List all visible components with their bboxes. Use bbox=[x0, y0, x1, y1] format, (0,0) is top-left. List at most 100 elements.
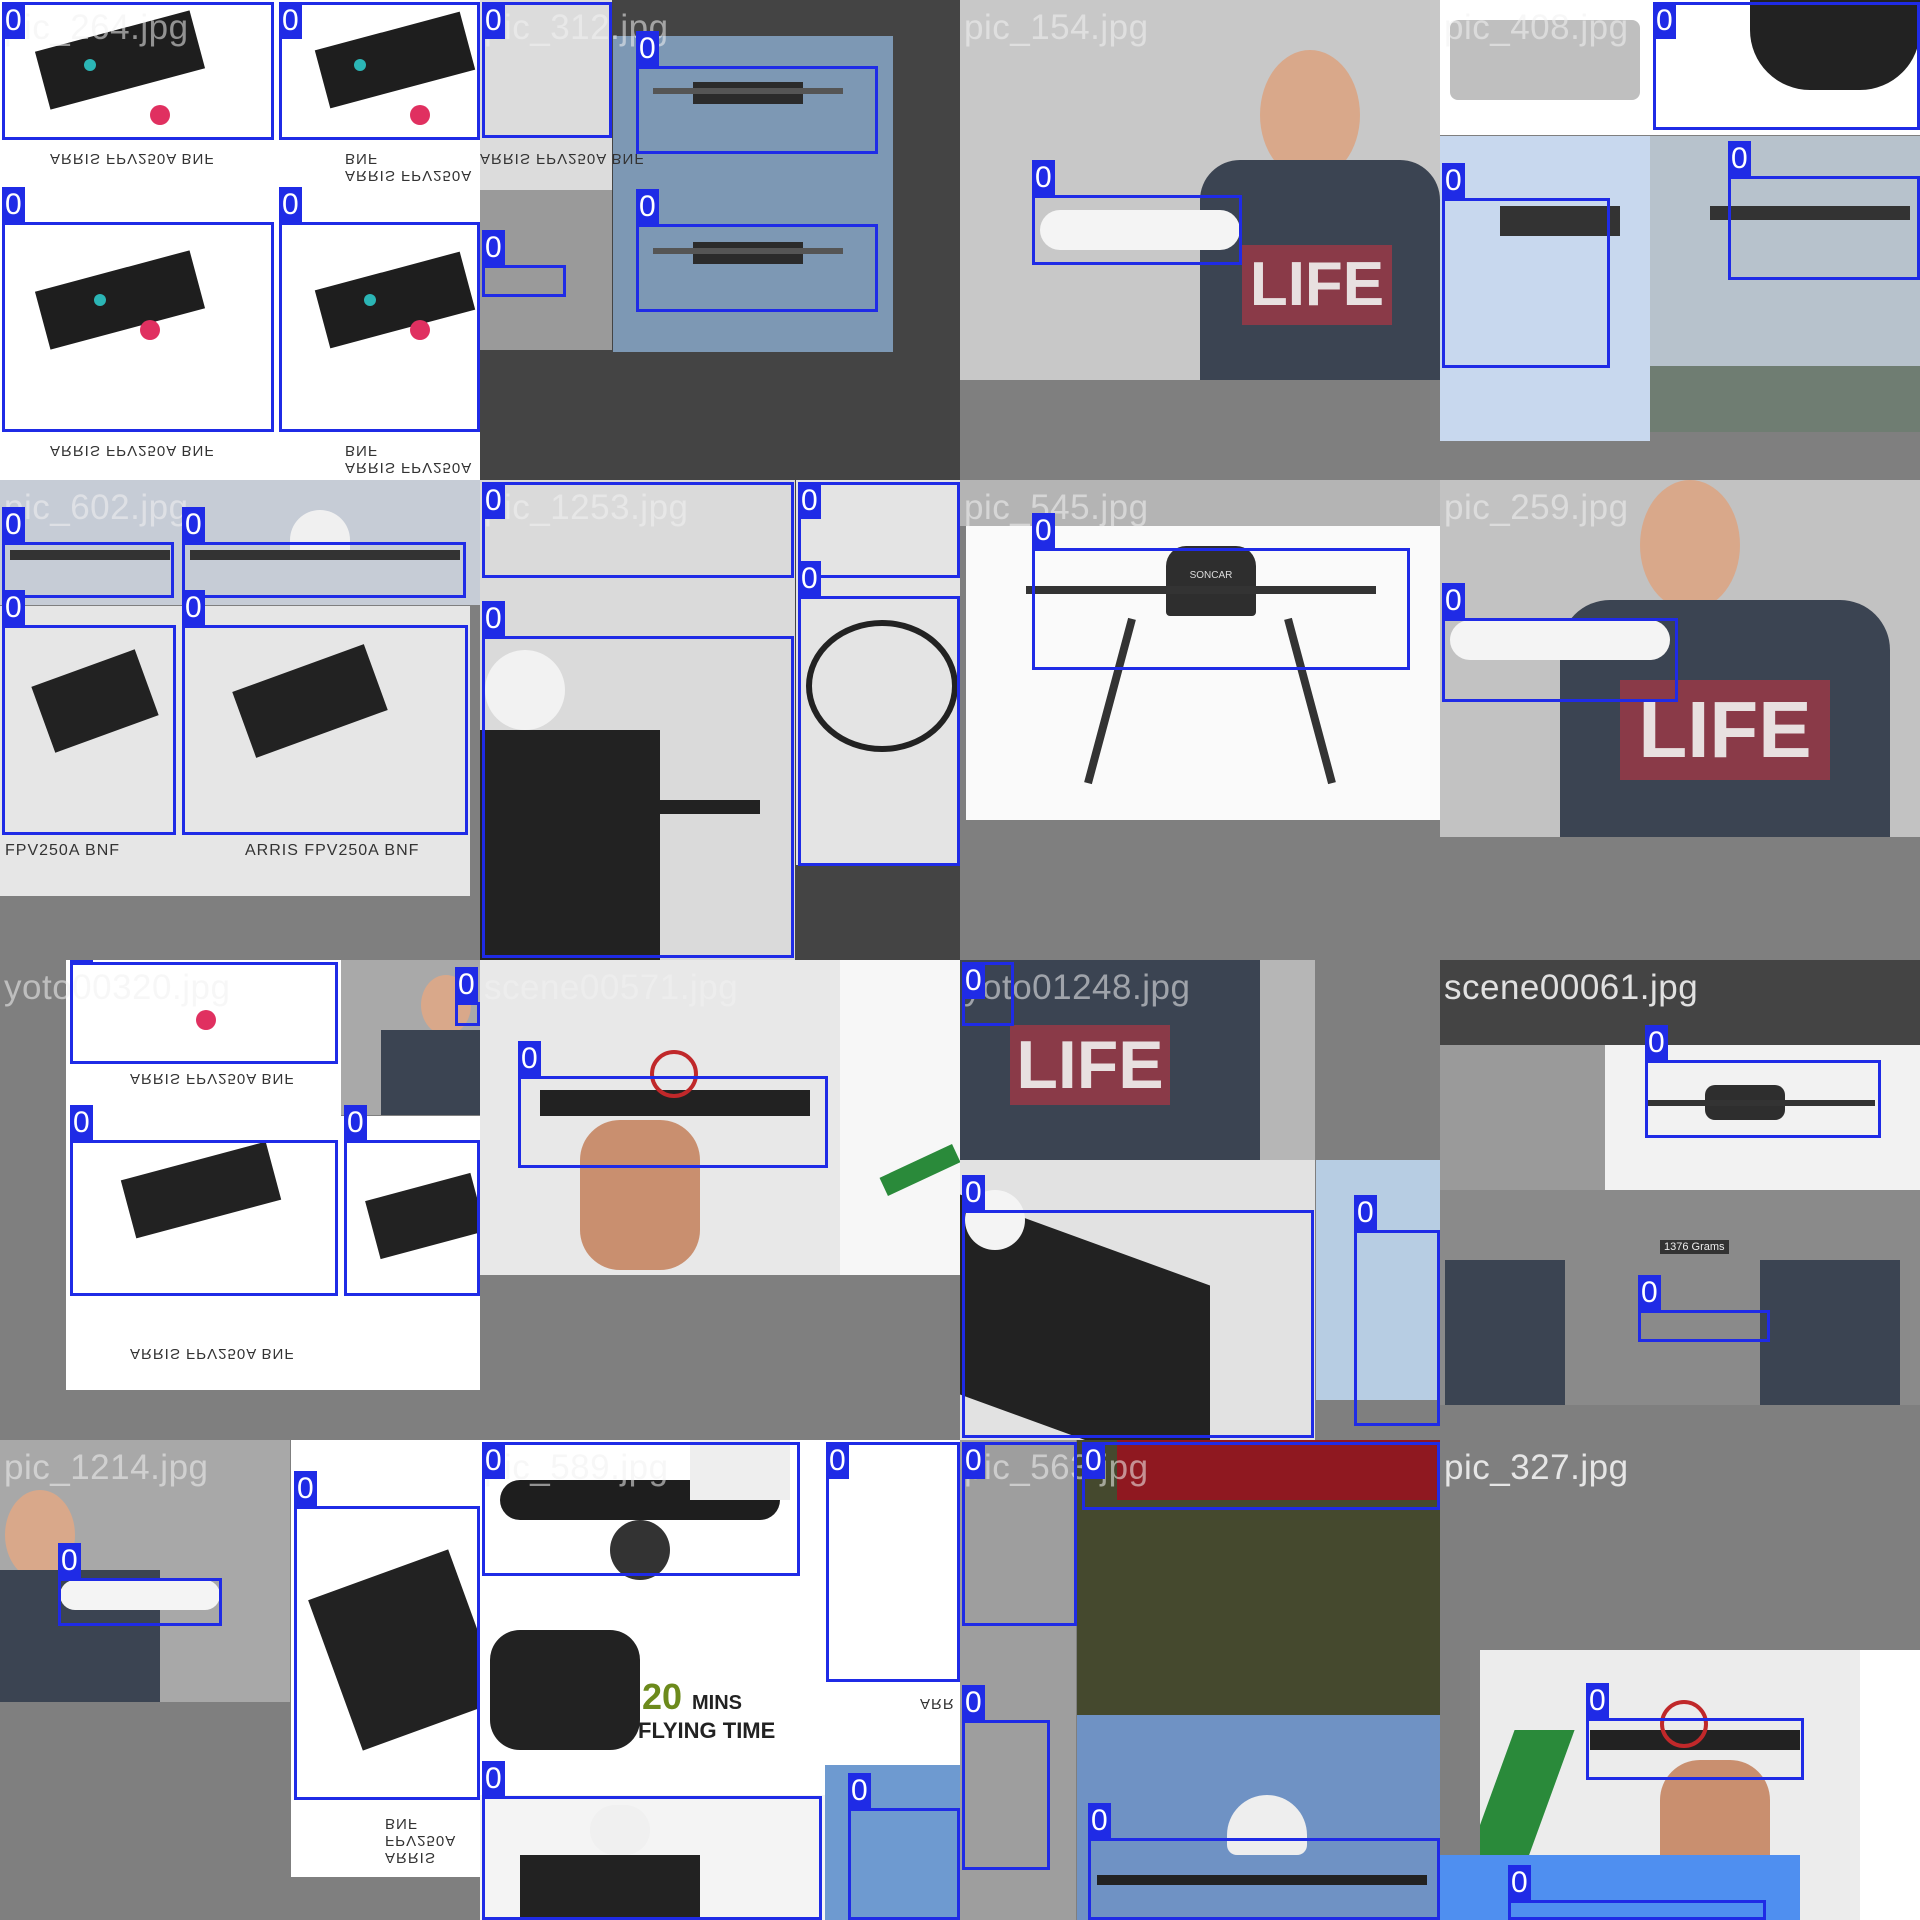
white-panel bbox=[1860, 1650, 1920, 1920]
bounding-box: 0 bbox=[482, 601, 794, 958]
bounding-box: 0 bbox=[962, 1442, 1077, 1626]
bounding-box: 0 bbox=[1586, 1683, 1804, 1780]
sky-image bbox=[1650, 136, 1920, 432]
bounding-box: 0 bbox=[279, 187, 480, 432]
box-class-label: 0 bbox=[1088, 1803, 1111, 1839]
mirrored-caption: ARRIS FPV250A BNF bbox=[130, 1070, 295, 1087]
quad-drone-image bbox=[66, 960, 341, 1390]
tile-filename: scene00571.jpg bbox=[484, 968, 739, 1007]
bounding-box: 0 bbox=[1354, 1195, 1440, 1426]
bounding-box: 0 bbox=[848, 1773, 960, 1920]
camera-drone-image bbox=[480, 1440, 960, 1750]
box-class-label: 0 bbox=[1508, 1865, 1531, 1901]
bounding-box: 0 bbox=[1508, 1865, 1766, 1920]
bounding-box: 0 bbox=[2, 507, 174, 598]
bounding-box: 0 bbox=[2, 187, 274, 432]
box-class-label: 0 bbox=[482, 3, 505, 39]
octocopter-image bbox=[1605, 1045, 1920, 1190]
tile-pic-563: pic_563.jpg 0 0 0 0 bbox=[960, 1440, 1440, 1920]
box-class-label: 0 bbox=[279, 187, 302, 223]
hand-held-drone-image bbox=[480, 960, 960, 1275]
drone-image bbox=[653, 82, 843, 264]
tile-filename: yoto00320.jpg bbox=[4, 968, 231, 1007]
bounding-box: 0 bbox=[962, 962, 1014, 1026]
mirrored-caption: ARRIS FPV250A BNF bbox=[130, 1345, 295, 1362]
bounding-box: 0 bbox=[962, 1685, 1050, 1870]
box-class-label: 0 bbox=[182, 590, 205, 626]
tile-filename: pic_545.jpg bbox=[964, 488, 1149, 527]
box-class-label: 0 bbox=[58, 1543, 81, 1579]
mirrored-caption: ARRIS FPV250A BNF bbox=[50, 442, 215, 459]
bounding-box: 0 bbox=[826, 1442, 960, 1682]
racing-drone-image bbox=[1077, 1440, 1440, 1715]
bounding-box: 0 bbox=[2, 2, 274, 140]
quad-drone-image bbox=[291, 1440, 480, 1877]
tile-pic-1253: pic_1253.jpg 0 0 0 0 bbox=[480, 480, 960, 960]
box-class-label: 0 bbox=[294, 1471, 317, 1507]
bounding-box: 0 bbox=[2, 590, 176, 835]
dark-banner bbox=[1440, 960, 1920, 1045]
bounding-box: 0 bbox=[1032, 513, 1410, 670]
mirrored-caption: ARRIS FPV250A BNF bbox=[50, 150, 215, 167]
drone-image bbox=[1650, 0, 1920, 135]
caption: ARRIS FPV250A BNF bbox=[245, 842, 420, 859]
box-class-label: 0 bbox=[962, 963, 985, 999]
box-class-label: 0 bbox=[518, 1041, 541, 1077]
sky-image bbox=[1316, 1160, 1440, 1400]
bounding-box: 0 bbox=[482, 2, 612, 138]
brick-wall-image: LIFE bbox=[960, 960, 1315, 1160]
tile-filename: pic_408.jpg bbox=[1444, 8, 1629, 47]
tile-pic-327: pic_327.jpg 0 0 bbox=[1440, 1440, 1920, 1920]
brick-wall-image: 1376 Grams bbox=[1440, 1190, 1920, 1405]
box-class-label: 0 bbox=[1442, 583, 1465, 619]
box-class-label: 0 bbox=[182, 507, 205, 543]
bounding-box: 0 bbox=[279, 2, 480, 140]
tile-filename: pic_602.jpg bbox=[4, 488, 189, 527]
bounding-box: 0 bbox=[482, 1442, 800, 1576]
box-class-label: 0 bbox=[1728, 141, 1751, 177]
quad-drone-image bbox=[960, 1160, 1315, 1440]
bounding-box: 0 bbox=[182, 590, 468, 835]
bounding-box: 0 bbox=[294, 1471, 480, 1800]
box-class-label: 0 bbox=[455, 967, 478, 1003]
tile-filename: pic_1214.jpg bbox=[4, 1448, 209, 1487]
flight-time-label: FLYING TIME bbox=[638, 1718, 776, 1743]
bounding-box: 0 bbox=[1645, 1025, 1881, 1138]
bounding-box: 0 bbox=[482, 1761, 822, 1920]
bounding-box: 0 bbox=[482, 482, 794, 578]
quad-drone-image bbox=[480, 480, 795, 960]
box-class-label: 0 bbox=[1082, 1443, 1105, 1479]
drone-brand-text: SONCAR bbox=[1166, 546, 1256, 616]
octocopter-image: SONCAR bbox=[966, 526, 1440, 820]
box-class-label: 0 bbox=[1645, 1025, 1668, 1061]
box-class-label: 0 bbox=[848, 1773, 871, 1809]
bounding-box: 0 bbox=[1653, 2, 1920, 130]
bounding-box: 0 bbox=[70, 1105, 338, 1296]
box-class-label: 0 bbox=[1032, 513, 1055, 549]
quad-drone-image bbox=[0, 606, 470, 896]
bounding-box: 0 bbox=[636, 189, 878, 312]
box-class-label: 0 bbox=[826, 1443, 849, 1479]
bounding-box: 0 bbox=[518, 1041, 828, 1168]
box-class-label: 0 bbox=[1653, 3, 1676, 39]
bounding-box: 0 bbox=[798, 482, 960, 578]
tile-filename: pic_327.jpg bbox=[1444, 1448, 1629, 1487]
tile-filename: pic_154.jpg bbox=[964, 8, 1149, 47]
box-class-label: 0 bbox=[279, 3, 302, 39]
sky-image bbox=[1440, 1855, 1800, 1920]
box-class-label: 0 bbox=[798, 561, 821, 597]
tile-pic-602: FPV250A BNF ARRIS FPV250A BNF pic_602.jp… bbox=[0, 480, 480, 960]
prop-guard-drone-image bbox=[796, 480, 960, 865]
overlay-text: 1376 Grams bbox=[1660, 1240, 1729, 1254]
bounding-box: 0 bbox=[482, 230, 566, 297]
box-class-label: 0 bbox=[1032, 160, 1055, 196]
quad-drone-image bbox=[480, 1795, 825, 1920]
box-class-label: 0 bbox=[636, 189, 659, 225]
bounding-box: 0 bbox=[962, 1175, 1314, 1438]
shirt-print: LIFE bbox=[1242, 245, 1392, 325]
box-class-label: 0 bbox=[482, 1443, 505, 1479]
mirrored-caption: ARRIS FPV250A BNF bbox=[385, 1815, 456, 1866]
box-class-label: 0 bbox=[1442, 163, 1465, 199]
brick-wall-image bbox=[480, 190, 612, 350]
tile-pic-408: pic_408.jpg 0 0 0 bbox=[1440, 0, 1920, 480]
